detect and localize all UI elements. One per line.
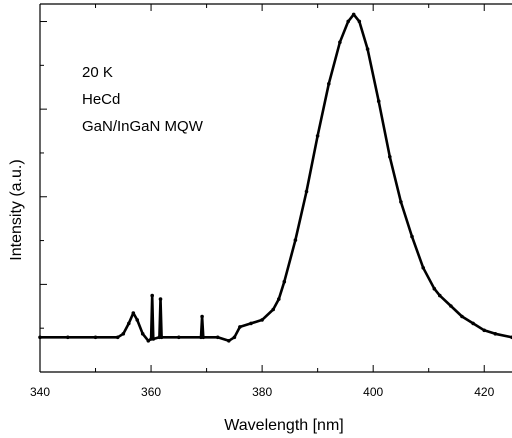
annotation-laser: HeCd (82, 91, 120, 108)
data-point (200, 314, 204, 319)
data-point (327, 82, 331, 86)
x-axis-title: Wavelength [nm] (224, 417, 343, 434)
x-tick-label: 360 (141, 385, 161, 399)
data-points (38, 12, 512, 343)
data-point (338, 40, 342, 44)
data-point (140, 332, 145, 336)
axes (39, 3, 512, 373)
data-point (177, 335, 181, 340)
data-point (249, 321, 253, 326)
tick-labels: 340 360 380 400 420 (30, 385, 495, 399)
data-point (282, 279, 287, 284)
data-point (493, 332, 498, 336)
data-point (66, 335, 70, 340)
data-point (131, 311, 136, 315)
data-point (151, 337, 156, 341)
data-point (293, 238, 298, 242)
data-point (232, 335, 237, 340)
x-tick-label: 400 (363, 385, 383, 399)
data-point (304, 189, 309, 194)
data-point (432, 286, 437, 291)
data-point (365, 47, 370, 51)
annotation-temperature: 20 K (82, 64, 113, 81)
data-point (93, 335, 98, 340)
data-point (227, 339, 231, 343)
x-tick-label: 380 (252, 385, 272, 399)
data-point (159, 335, 164, 340)
axis-ticks (39, 4, 485, 372)
data-point (410, 234, 414, 239)
data-point (135, 318, 139, 322)
data-point (146, 339, 151, 343)
data-point (271, 307, 276, 312)
data-point (438, 293, 442, 298)
data-point (388, 155, 392, 159)
y-axis-title: Intensity (a.u.) (8, 159, 25, 260)
data-point (38, 335, 42, 340)
data-point (351, 12, 356, 17)
data-point (115, 335, 120, 340)
data-point (260, 318, 264, 322)
data-point (158, 297, 163, 301)
x-tick-label: 420 (474, 385, 494, 399)
data-point (482, 328, 487, 333)
data-point (201, 335, 206, 340)
annotation-sample: GaN/InGaN MQW (82, 118, 204, 135)
data-point (127, 321, 131, 326)
data-point (238, 325, 242, 329)
data-point (315, 134, 320, 138)
data-point (471, 321, 475, 326)
data-point (215, 335, 220, 340)
data-point (150, 293, 154, 298)
data-point (121, 332, 126, 336)
data-point (460, 314, 464, 319)
data-point (399, 200, 403, 204)
data-point (376, 99, 381, 103)
data-point (357, 19, 362, 24)
data-point (277, 297, 281, 301)
data-point (346, 19, 351, 24)
data-point (449, 304, 453, 308)
x-tick-label: 340 (30, 385, 50, 399)
data-point (421, 266, 426, 270)
